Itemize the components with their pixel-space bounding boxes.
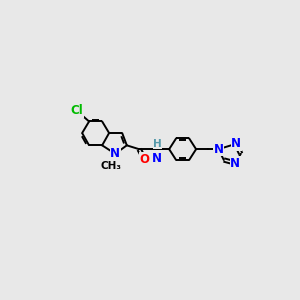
Text: H: H (153, 139, 162, 149)
Text: N: N (110, 147, 120, 160)
Text: Cl: Cl (70, 104, 83, 117)
Text: N: N (231, 137, 241, 150)
Text: N: N (152, 152, 162, 165)
Text: CH₃: CH₃ (100, 161, 121, 171)
Text: N: N (106, 160, 116, 172)
Text: N: N (230, 157, 240, 169)
Text: O: O (140, 153, 149, 166)
Text: N: N (213, 143, 224, 156)
